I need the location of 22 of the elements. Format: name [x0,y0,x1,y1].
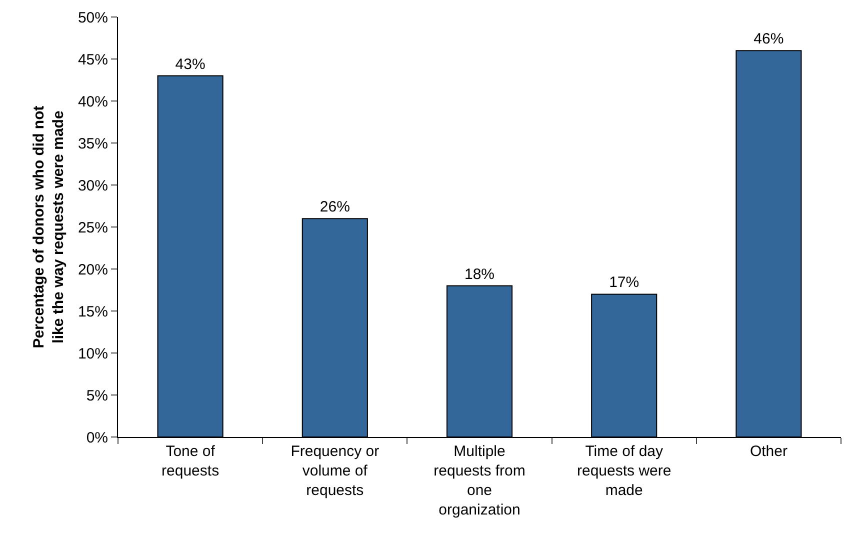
x-tick-label: Time of day requests were made [576,443,672,499]
y-tick-label: 0% [86,429,108,446]
y-tick-label: 5% [86,387,108,404]
y-axis-title: Percentage of donors who did not like the way requests were made [30,106,68,348]
y-tick-label: 50% [78,9,108,26]
y-tick-label: 15% [78,303,108,320]
y-tick-label: 30% [78,177,108,194]
data-label: 18% [464,266,495,283]
x-tick-label: Other [750,443,788,460]
y-tick-label: 20% [78,261,108,278]
y-tick-label: 35% [78,135,108,152]
y-tick-label: 10% [78,345,108,362]
x-tick-label: Multiple requests from one organization [434,443,526,518]
x-tick-label: Tone of requests [162,443,220,480]
data-label: 17% [609,274,640,292]
y-tick-label: 25% [78,219,108,236]
y-tick-label: 45% [78,51,108,68]
data-label: 26% [320,198,350,216]
y-tick-label: 40% [78,93,108,110]
x-tick-label: Frequency or volume of requests [290,443,380,499]
data-label: 46% [754,30,784,48]
data-label: 43% [175,56,206,73]
